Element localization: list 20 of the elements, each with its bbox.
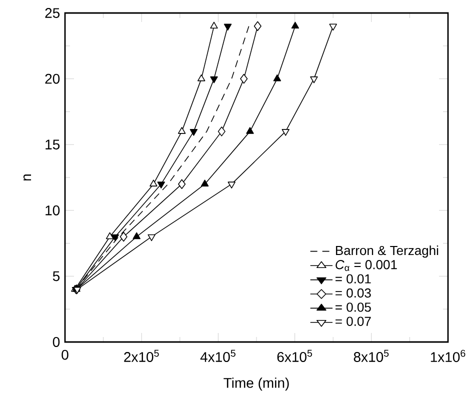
x-tick-label: 4x10$^{5}$	[200, 350, 236, 362]
legend-label: = 0.01	[336, 274, 371, 284]
x-tick-label: 8x10$^{5}$	[354, 350, 389, 362]
legend-label: Barron & Terzaghi	[336, 246, 438, 258]
legend-label: = 0.07	[336, 316, 371, 326]
y-tick-label: 20	[45, 74, 60, 84]
y-tick-label: 25	[45, 8, 60, 18]
legend-label: = 0.05	[336, 302, 371, 312]
x-tick-label: 0	[62, 350, 68, 360]
x-tick-label: 1x10$^{6}$	[430, 350, 466, 362]
legend-label: C$_{α}$ = 0.001	[336, 260, 397, 272]
y-tick-label: 15	[46, 140, 60, 150]
y-tick-label: 10	[46, 205, 60, 216]
y-tick-label: 0	[52, 337, 60, 347]
y-tick-label: 5	[52, 271, 60, 282]
legend-label: = 0.03	[336, 288, 371, 298]
x-tick-label: 6x10$^{5}$	[277, 350, 312, 362]
x-tick-label: 2x10$^{5}$	[124, 350, 159, 362]
x-axis-title: Time (min)	[224, 378, 289, 391]
y-axis-title: n	[23, 174, 32, 180]
